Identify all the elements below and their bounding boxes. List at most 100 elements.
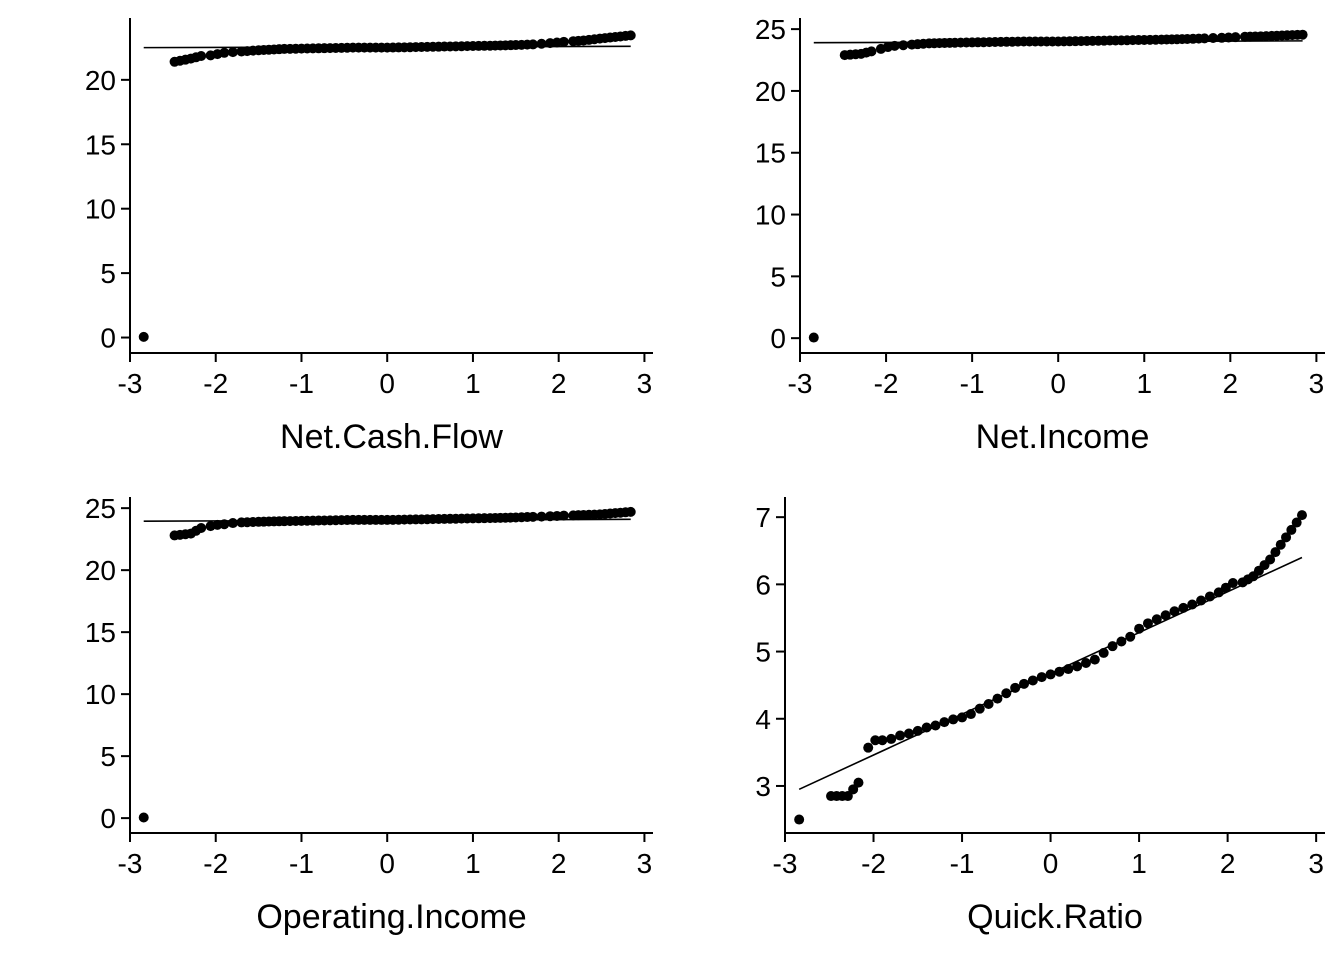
x-tick-label: 2 [551,368,567,399]
qq-point [219,519,230,530]
x-axis-title: Quick.Ratio [967,898,1143,936]
x-tick-label: 3 [637,848,653,879]
qq-point [1296,510,1307,521]
qq-point [895,730,906,741]
x-tick-label: -2 [203,848,228,879]
qq-point [625,30,636,41]
qq-point [948,714,959,725]
x-tick-label: -3 [773,848,798,879]
x-tick-label: 1 [465,848,481,879]
qq-point [853,777,864,788]
x-axis-title: Net.Income [976,418,1150,456]
x-tick-label: -3 [118,368,143,399]
qq-point [1089,654,1100,665]
qq-point [983,698,994,709]
qq-panel-3: 0 5 10 15 20 25 -3 -2 -1 0 1 2 3 Operating.Income [85,493,653,936]
qq-point [1213,587,1224,598]
qq-point [1169,606,1180,617]
qq-point [912,725,923,736]
qq-point [1045,669,1056,680]
qq-point [877,735,888,746]
qq-point [889,40,900,51]
qq-point [196,51,207,62]
qq-point [1063,664,1074,675]
qq-point [870,735,881,746]
qq-point [527,511,538,522]
x-tick-label: -1 [289,848,314,879]
qq-point [863,742,874,753]
qq-point [794,814,805,825]
qq-point [866,46,877,57]
x-tick-label: 3 [1308,848,1324,879]
qq-point [992,693,1003,704]
x-tick-label: 1 [1136,368,1152,399]
qq-point [1116,636,1127,647]
x-tick-label: -2 [203,368,228,399]
qq-point [957,712,968,723]
y-tick-label: 5 [100,258,116,289]
x-tick-label: -3 [788,368,813,399]
x-tick-label: -3 [118,848,143,879]
qq-point [558,510,569,521]
y-tick-label: 5 [755,637,771,668]
y-tick-label: 25 [85,493,116,524]
x-tick-label: 0 [379,848,395,879]
x-tick-label: 2 [1220,848,1236,879]
qq-point [930,720,941,731]
y-tick-label: 3 [755,771,771,802]
y-tick-label: 25 [755,14,786,45]
qq-point-fill [848,784,859,795]
y-tick-label: 0 [100,803,116,834]
y-tick-label: 15 [85,617,116,648]
qq-point [227,47,238,58]
y-tick-label: 6 [755,569,771,600]
qq-point [527,39,538,50]
qq-point-fill [1286,524,1297,535]
qq-point [903,728,914,739]
x-tick-label: -2 [874,368,899,399]
qq-point [1010,682,1021,693]
qq-panel-1: 0 5 10 15 20 -3 -2 -1 0 1 2 3 Net.Cash.Flow [85,18,653,456]
qq-point [1208,33,1219,44]
qq-point-fill [1275,539,1286,550]
qq-point [898,40,909,51]
qq-panel-2: 0 5 10 15 20 25 -3 -2 -1 0 1 2 3 Net.Income [755,14,1325,456]
y-tick-label: 7 [755,502,771,533]
qq-point [196,522,207,533]
y-tick-label: 0 [100,323,116,354]
qq-point [1134,623,1145,634]
qq-point [886,733,897,744]
qq-point [1001,688,1012,699]
y-tick-label: 5 [770,261,786,292]
qq-point-fill [1281,532,1292,543]
qq-point [1196,595,1207,606]
x-tick-label: -1 [960,368,985,399]
qq-point [1297,29,1308,40]
x-tick-label: -1 [289,368,314,399]
qq-point [842,791,853,802]
qq-point [1036,672,1047,683]
y-tick-label: 4 [755,704,771,735]
y-tick-label: 0 [770,323,786,354]
qq-point [939,717,950,728]
qq-point [1204,591,1215,602]
qq-point [1227,578,1238,589]
y-tick-label: 15 [755,138,786,169]
x-tick-label: 3 [637,368,653,399]
x-tick-label: 0 [1050,368,1066,399]
qq-point [808,332,819,343]
qq-point [965,709,976,720]
qq-point [1187,599,1198,610]
qq-point [1178,602,1189,613]
qq-point [1160,610,1171,621]
y-tick-label: 20 [85,555,116,586]
qq-point [1265,554,1276,565]
qq-point-fill [1291,517,1302,528]
x-tick-label: 1 [1131,848,1147,879]
qq-point [138,812,149,823]
qq-point [625,506,636,517]
qq-point-fill [1270,547,1281,558]
qq-point [1230,32,1241,43]
qq-point [1199,33,1210,44]
